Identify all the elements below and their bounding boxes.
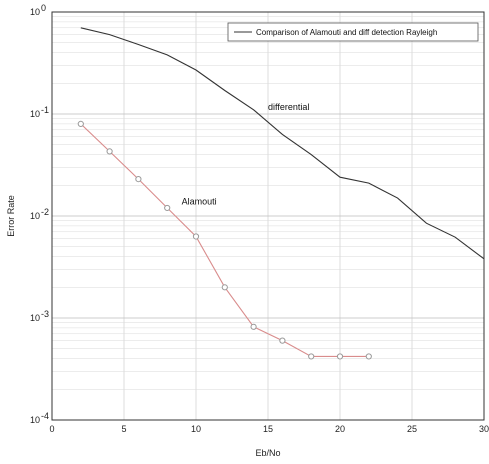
series-line-differential	[80, 27, 485, 260]
plot-frame	[51, 11, 485, 421]
y-tick-exponent: -1	[41, 105, 49, 115]
y-tick-exponent: -3	[41, 309, 49, 319]
y-tick-exponent: -4	[41, 411, 49, 421]
annotations: differential Alamouti	[182, 102, 310, 207]
annotation-alamouti: Alamouti	[182, 196, 217, 206]
legend-label: Comparison of Alamouti and diff detectio…	[256, 28, 437, 37]
x-tick-label: 10	[191, 424, 201, 434]
x-tick-label: 25	[407, 424, 417, 434]
x-tick-label: 15	[263, 424, 273, 434]
x-tick-label: 5	[121, 424, 126, 434]
data-point-alamouti	[192, 233, 200, 240]
y-tick-label: 10	[30, 211, 40, 221]
y-tick-label: 10	[30, 415, 40, 425]
y-tick-label: 10	[30, 7, 40, 17]
data-point-alamouti	[77, 120, 84, 127]
data-point-alamouti	[221, 284, 228, 291]
y-tick-exponent: 0	[41, 3, 46, 13]
legend-box	[227, 22, 479, 42]
data-point-alamouti	[365, 353, 372, 360]
x-axis-label: Eb/No	[255, 448, 280, 458]
data-point-alamouti	[250, 323, 257, 330]
data-point-alamouti	[164, 204, 171, 212]
y-tick-exponent: -2	[41, 207, 49, 217]
x-tick-label: 20	[335, 424, 345, 434]
legend: Comparison of Alamouti and diff detectio…	[227, 22, 479, 42]
x-tick-label: 0	[49, 424, 54, 434]
data-point-alamouti	[308, 353, 315, 360]
data-point-alamouti	[336, 353, 344, 360]
y-tick-label: 10	[30, 313, 40, 323]
x-tick-label: 30	[479, 424, 489, 434]
y-tick-label: 10	[30, 109, 40, 119]
data-point-alamouti	[106, 148, 113, 155]
y-axis-label: Error Rate	[6, 195, 16, 237]
data-point-alamouti	[135, 176, 142, 183]
series-layer	[77, 27, 485, 360]
annotation-differential: differential	[268, 102, 309, 112]
data-point-alamouti	[279, 337, 286, 344]
x-tick-labels: 0 5 10 15 20 25 30	[49, 424, 489, 434]
